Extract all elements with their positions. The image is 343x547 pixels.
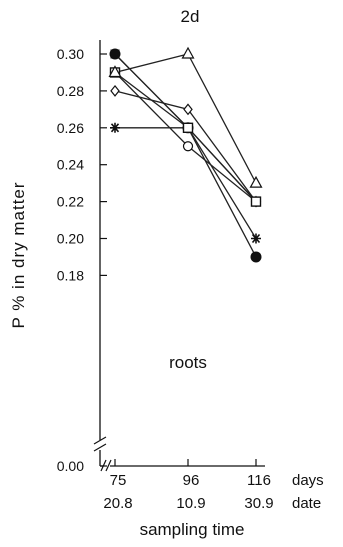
- y-tick-label: 0.20: [57, 231, 84, 247]
- y-tick-label: 0.30: [57, 46, 84, 62]
- series-line-filled-circle: [114, 53, 257, 258]
- x-tick-label-date: 10.9: [176, 495, 205, 512]
- chart-title: 2d: [181, 7, 200, 26]
- marker-open-diamond: [183, 103, 193, 116]
- marker-open-square: [250, 196, 262, 207]
- x-tick-label-date: 20.8: [103, 495, 132, 512]
- y-axis-label: P % in dry matter: [9, 181, 28, 328]
- annotation-roots: roots: [169, 353, 207, 372]
- y-tick-label: 0.28: [57, 83, 84, 99]
- marker-open-triangle: [249, 175, 263, 188]
- series-lines: [114, 53, 257, 258]
- marker-filled-circle: [109, 48, 121, 60]
- marker-open-triangle: [181, 46, 195, 59]
- y-tick-label: 0.26: [57, 120, 84, 136]
- x-unit-days: days: [292, 472, 324, 489]
- marker-asterisk: [110, 122, 120, 133]
- x-tick-label-days: 116: [247, 472, 271, 489]
- y-tick-label: 0.24: [57, 157, 84, 173]
- y-tick-label: 0.22: [57, 194, 84, 210]
- x-unit-date: date: [292, 495, 321, 512]
- y-zero-label: 0.00: [57, 458, 84, 474]
- series-line-open-square: [114, 71, 257, 203]
- series-markers: [108, 46, 263, 263]
- x-tick-label-date: 30.9: [244, 495, 273, 512]
- axes: [93, 40, 265, 472]
- marker-open-diamond: [110, 84, 120, 97]
- labels: 0.30 0.28 0.26 0.24 0.22 0.20 0.18 0.00 75 20.8 96…: [9, 7, 324, 539]
- y-axis-break-mark: [93, 436, 107, 452]
- x-axis-label: sampling time: [140, 520, 245, 539]
- series-line-open-circle: [114, 71, 257, 203]
- series-line-open-triangle: [114, 53, 257, 184]
- x-tick-label-days: 75: [110, 472, 127, 489]
- marker-asterisk: [251, 233, 261, 244]
- x-tick-label-days: 96: [183, 472, 200, 489]
- marker-open-circle: [182, 141, 194, 152]
- marker-filled-circle: [250, 251, 262, 263]
- marker-open-square: [182, 122, 194, 134]
- y-tick-label: 0.18: [57, 267, 84, 283]
- marker-open-triangle: [108, 65, 122, 78]
